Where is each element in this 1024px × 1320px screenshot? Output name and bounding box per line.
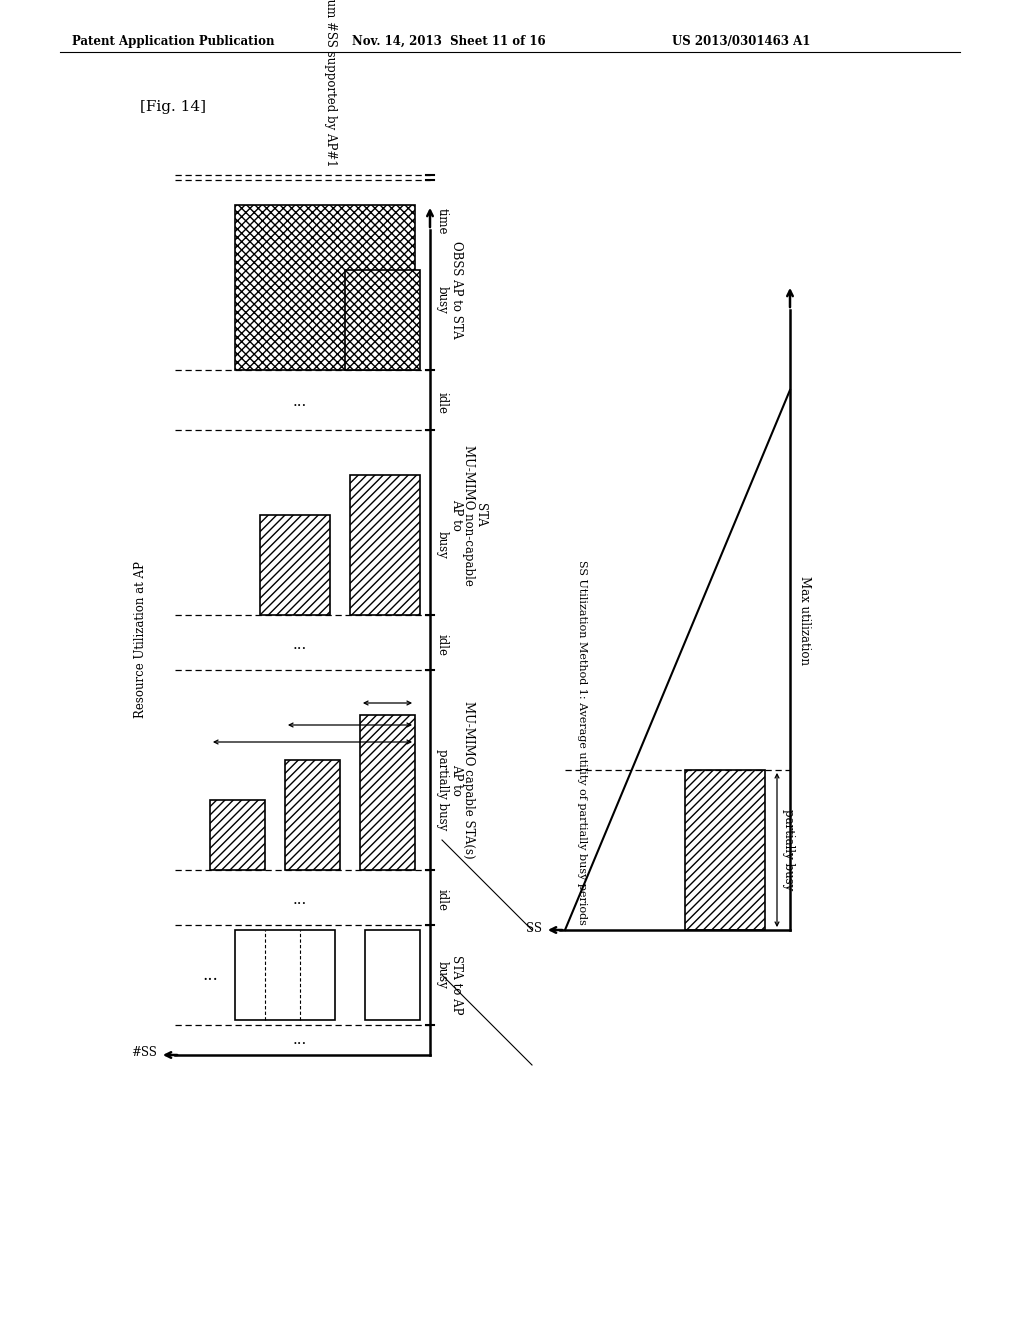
Bar [685,770,765,931]
Text: ...: ... [293,1034,307,1047]
Text: OBSS AP to STA: OBSS AP to STA [450,242,463,339]
Text: ...: ... [293,894,307,907]
Text: SS: SS [526,921,542,935]
Text: Max utilization: Max utilization [798,576,811,664]
Bar [360,715,415,870]
Text: ...: ... [202,966,218,983]
Text: MU-MIMO capable STA(s): MU-MIMO capable STA(s) [462,701,475,859]
Bar [345,271,420,370]
Text: STA: STA [474,503,487,527]
Text: idle: idle [436,888,449,911]
Bar [234,931,335,1020]
Text: Resource Utilization at AP: Resource Utilization at AP [133,561,146,718]
Text: MU-MIMO non-capable: MU-MIMO non-capable [462,445,475,586]
Bar [260,515,330,615]
Text: AP to: AP to [450,764,463,796]
Text: Nov. 14, 2013  Sheet 11 of 16: Nov. 14, 2013 Sheet 11 of 16 [352,36,546,48]
Text: [Fig. 14]: [Fig. 14] [140,100,206,114]
Bar [210,800,265,870]
Text: #SS: #SS [131,1047,157,1060]
Text: AP to: AP to [450,499,463,531]
Text: busy: busy [436,531,449,558]
Text: busy: busy [436,286,449,314]
Bar [285,760,340,870]
Text: time: time [436,209,449,235]
Text: busy: busy [436,961,449,989]
Text: SS Utilization Method 1: Average utility of partially busy periods: SS Utilization Method 1: Average utility… [577,560,587,925]
Text: Patent Application Publication: Patent Application Publication [72,36,274,48]
Text: STA to AP: STA to AP [450,956,463,1015]
Text: idle: idle [436,392,449,413]
Text: ...: ... [293,638,307,652]
Text: ...: ... [293,396,307,409]
Bar [365,931,420,1020]
Text: partially busy: partially busy [782,809,795,891]
Bar [234,205,415,370]
Bar [350,475,420,615]
Text: US 2013/0301463 A1: US 2013/0301463 A1 [672,36,810,48]
Text: idle: idle [436,634,449,656]
Text: Maximum #SS supported by AP#1: Maximum #SS supported by AP#1 [324,0,337,168]
Text: partially busy: partially busy [436,750,449,830]
